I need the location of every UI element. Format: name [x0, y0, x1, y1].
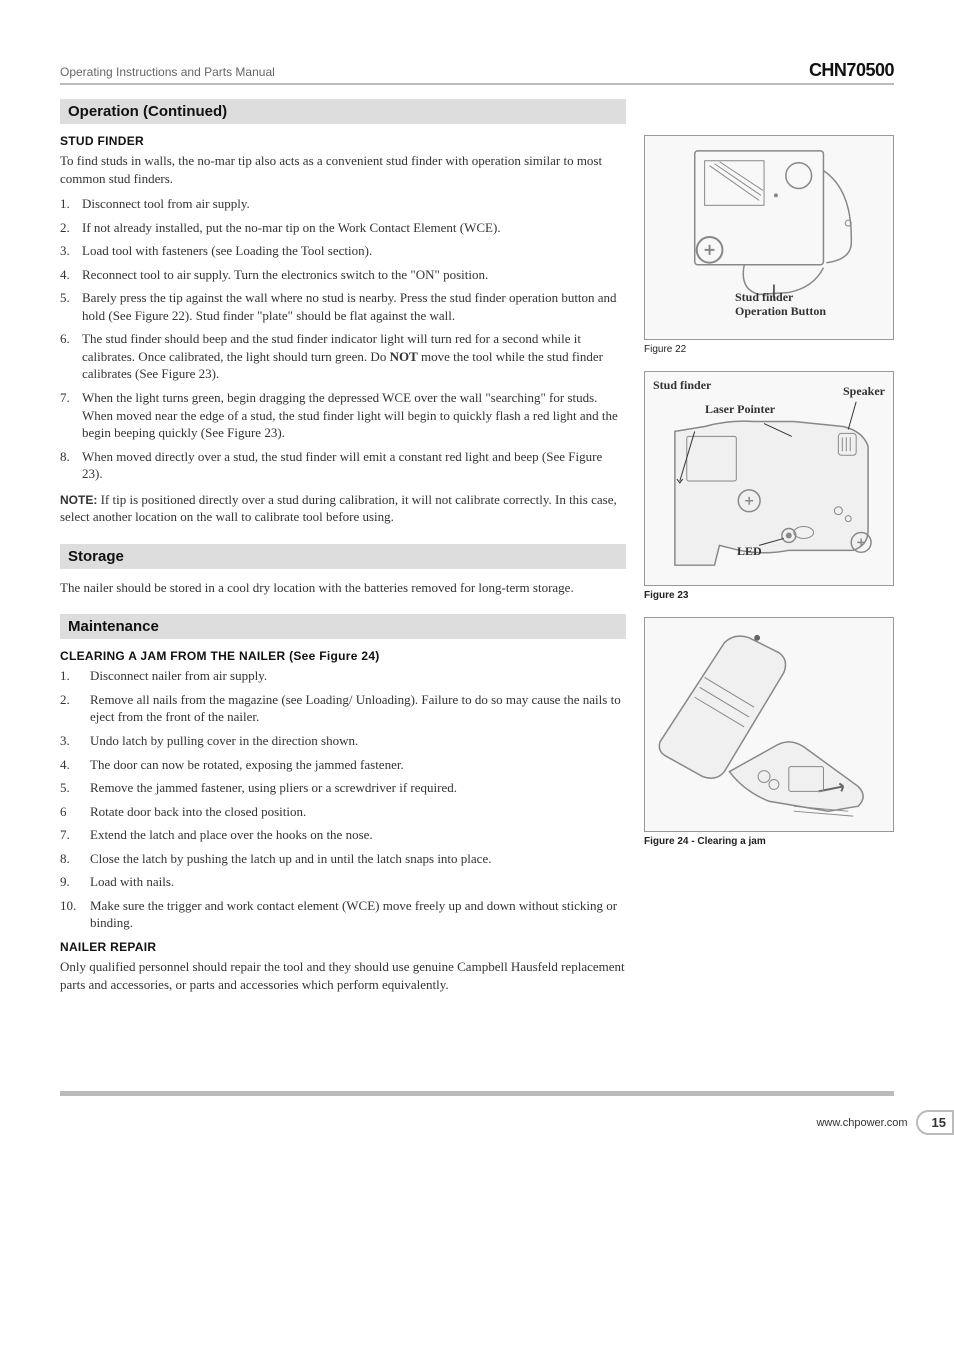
fig23-laser-label: Laser Pointer: [705, 402, 775, 417]
storage-text: The nailer should be stored in a cool dr…: [60, 579, 626, 597]
page-footer: www.chpower.com 15: [60, 1091, 894, 1135]
section-storage-title: Storage: [60, 544, 626, 569]
fig23-stud-label: Stud finder: [653, 378, 711, 393]
header-model-number: CHN70500: [809, 60, 894, 81]
stud-finder-intro: To find studs in walls, the no-mar tip a…: [60, 152, 626, 187]
stud-finder-heading: STUD FINDER: [60, 134, 626, 148]
clearing-jam-heading: CLEARING A JAM FROM THE NAILER (See Figu…: [60, 649, 626, 663]
clearing-jam-steps: 1.Disconnect nailer from air supply. 2.R…: [60, 667, 626, 932]
nailer-repair-text: Only qualified personnel should repair t…: [60, 958, 626, 993]
list-item: 8.When moved directly over a stud, the s…: [60, 448, 626, 483]
fig23-caption: Figure 23: [644, 590, 894, 601]
fig22-label: Stud finder Operation Button: [735, 291, 826, 319]
section-maintenance-title: Maintenance: [60, 614, 626, 639]
list-item: 10.Make sure the trigger and work contac…: [60, 897, 626, 932]
figure-24-svg: [645, 618, 893, 831]
left-column: Operation (Continued) STUD FINDER To fin…: [60, 99, 626, 1001]
figure-23: Stud finder Speaker Laser Pointer LED: [644, 371, 894, 586]
list-item: 5.Remove the jammed fastener, using plie…: [60, 779, 626, 797]
step6-text: The stud finder should beep and the stud…: [82, 331, 603, 381]
list-item: 9.Load with nails.: [60, 873, 626, 891]
list-item: 7.Extend the latch and place over the ho…: [60, 826, 626, 844]
list-item: 2.If not already installed, put the no-m…: [60, 219, 626, 237]
fig24-caption: Figure 24 - Clearing a jam: [644, 836, 894, 847]
list-item: 8.Close the latch by pushing the latch u…: [60, 850, 626, 868]
fig23-speaker-label: Speaker: [843, 384, 885, 399]
section-operation-title: Operation (Continued): [60, 99, 626, 124]
nailer-repair-heading: NAILER REPAIR: [60, 940, 626, 954]
right-column: Stud finder Operation Button Figure 22: [644, 99, 894, 1001]
list-item: 3.Undo latch by pulling cover in the dir…: [60, 732, 626, 750]
header-left-text: Operating Instructions and Parts Manual: [60, 65, 275, 79]
list-item: 6Rotate door back into the closed positi…: [60, 803, 626, 821]
list-item: 3.Load tool with fasteners (see Loading …: [60, 242, 626, 260]
list-item: 1.Disconnect tool from air supply.: [60, 195, 626, 213]
footer-url: www.chpower.com: [816, 1117, 907, 1129]
list-item: 4.Reconnect tool to air supply. Turn the…: [60, 266, 626, 284]
fig23-led-label: LED: [737, 544, 762, 559]
note-paragraph: NOTE: If tip is positioned directly over…: [60, 491, 626, 526]
figure-22: Stud finder Operation Button: [644, 135, 894, 340]
figure-24: [644, 617, 894, 832]
list-item: 7.When the light turns green, begin drag…: [60, 389, 626, 442]
list-item: 4.The door can now be rotated, exposing …: [60, 756, 626, 774]
list-item: 5.Barely press the tip against the wall …: [60, 289, 626, 324]
page-header: Operating Instructions and Parts Manual …: [60, 60, 894, 85]
page-number: 15: [916, 1110, 954, 1135]
stud-finder-steps: 1.Disconnect tool from air supply. 2.If …: [60, 195, 626, 483]
list-item: 6.The stud finder should beep and the st…: [60, 330, 626, 383]
list-item: 1.Disconnect nailer from air supply.: [60, 667, 626, 685]
fig22-caption: Figure 22: [644, 344, 894, 355]
list-item: 2.Remove all nails from the magazine (se…: [60, 691, 626, 726]
main-content: Operation (Continued) STUD FINDER To fin…: [60, 99, 894, 1001]
